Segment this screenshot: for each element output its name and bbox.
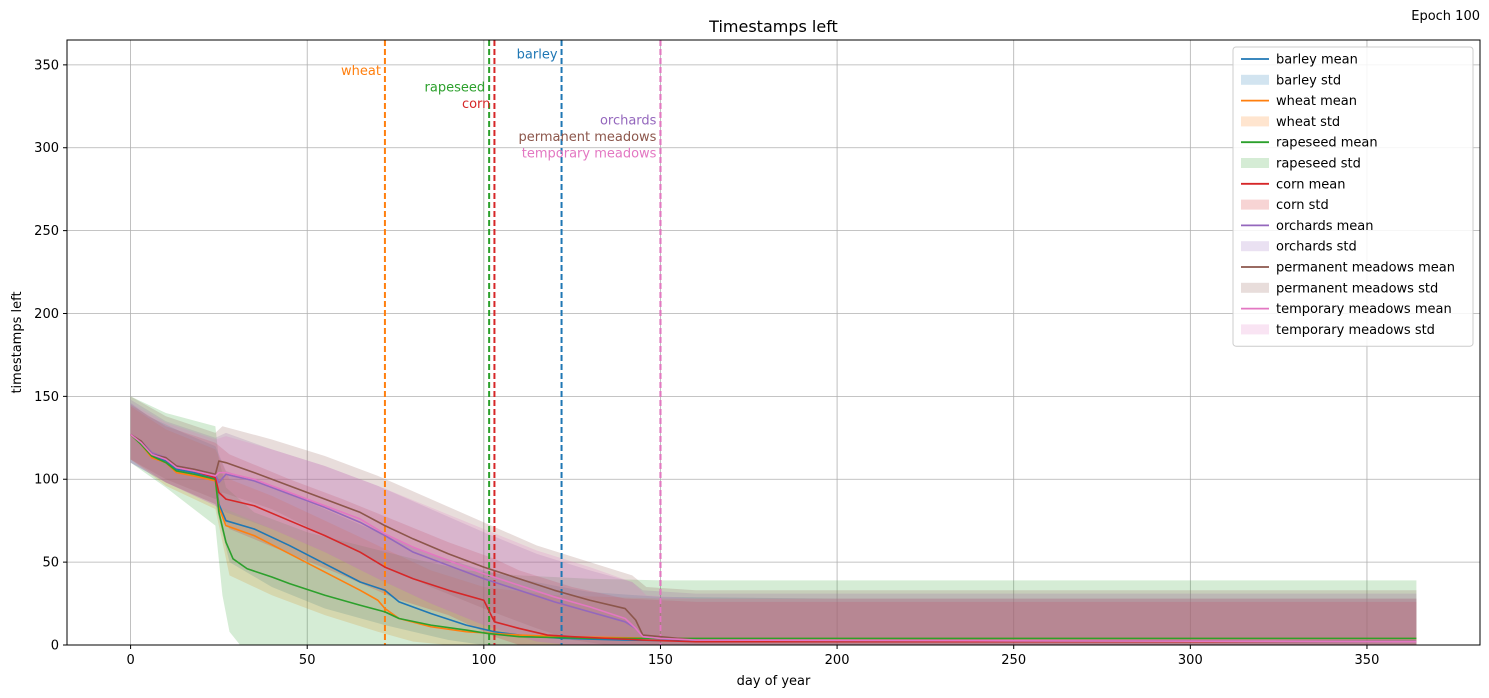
legend-label-barley-std: barley std: [1276, 73, 1341, 88]
legend-label-wheat-std: wheat std: [1276, 115, 1340, 130]
y-tick-label: 100: [34, 473, 59, 488]
legend-swatch-barley-std: [1241, 74, 1269, 85]
axes-frame: [66, 39, 1481, 646]
barley-line-label: barley: [517, 47, 558, 62]
temporary-meadows-line-label: temporary meadows: [522, 147, 657, 162]
y-tick-label: 0: [51, 639, 59, 654]
permanent-meadows-line-label: permanent meadows: [519, 130, 657, 145]
corn-std-band: [130, 404, 1417, 645]
chart-title: Timestamps left: [708, 17, 838, 36]
rapeseed-std-band: [130, 396, 1417, 645]
legend-box: [1232, 46, 1474, 347]
permanent-meadows-std-band: [130, 396, 1417, 645]
legend-label-rapeseed-std: rapeseed std: [1276, 157, 1361, 172]
y-axis-label: timestamps left: [10, 291, 25, 393]
legend-label-wheat-mean: wheat mean: [1276, 94, 1357, 109]
y-tick-label: 50: [42, 556, 59, 571]
x-tick-label: 250: [1001, 653, 1026, 668]
y-tick-label: 150: [34, 390, 59, 405]
legend-swatch-rapeseed-std: [1241, 158, 1269, 168]
mean-lines: [130, 433, 1417, 643]
permanent-meadows-mean-line: [130, 433, 1417, 643]
corn-line-label: corn: [462, 97, 490, 112]
legend-swatch-permanent-meadows-std: [1241, 282, 1269, 293]
orchards-line-label: orchards: [600, 114, 657, 129]
x-tick-label: 100: [471, 653, 496, 668]
legend: barley mean barley std wheat mean wheat std…: [1232, 46, 1474, 347]
wheat-line-label: wheat: [341, 64, 381, 79]
rapeseed-line-label: rapeseed: [425, 80, 486, 95]
axis-ticks: 0 50 100 150 200 250 300 350 0 50 100 150 200 250 300 3…: [34, 58, 1379, 668]
y-tick-label: 350: [34, 58, 59, 73]
legend-label-temporary-meadows-std: temporary meadows std: [1276, 323, 1435, 338]
legend-swatch-corn-std: [1241, 199, 1269, 210]
std-bands: [130, 396, 1417, 645]
x-tick-label: 300: [1178, 653, 1203, 668]
x-axis-label: day of year: [737, 674, 811, 689]
y-tick-label: 250: [34, 224, 59, 239]
legend-label-corn-std: corn std: [1276, 198, 1329, 213]
x-tick-label: 350: [1355, 653, 1380, 668]
legend-label-corn-mean: corn mean: [1276, 177, 1345, 192]
temporary-meadows-std-band: [130, 403, 1417, 645]
legend-label-orchards-mean: orchards mean: [1276, 219, 1374, 234]
legend-swatch-wheat-std: [1241, 116, 1269, 127]
legend-label-barley-mean: barley mean: [1276, 53, 1358, 68]
temporary-meadows-mean-line: [130, 433, 1417, 643]
legend-label-permanent-meadows-mean: permanent meadows mean: [1276, 261, 1455, 276]
legend-label-orchards-std: orchards std: [1276, 240, 1357, 255]
x-tick-label: 150: [648, 653, 673, 668]
rapeseed-mean-line: [130, 433, 1417, 640]
x-tick-label: 50: [299, 653, 316, 668]
x-tick-label: 0: [126, 653, 134, 668]
epoch-label: Epoch 100: [1411, 9, 1480, 24]
legend-label-temporary-meadows-mean: temporary meadows mean: [1276, 302, 1452, 317]
legend-label-permanent-meadows-std: permanent meadows std: [1276, 281, 1438, 296]
legend-label-rapeseed-mean: rapeseed mean: [1276, 136, 1378, 151]
y-tick-label: 200: [34, 307, 59, 322]
orchards-std-band: [130, 399, 1417, 645]
x-tick-label: 200: [825, 653, 850, 668]
barley-std-band: [130, 403, 1417, 645]
wheat-std-band: [130, 406, 1417, 645]
class-vertical-lines: [383, 40, 662, 645]
legend-swatch-temporary-meadows-std: [1241, 324, 1269, 335]
y-tick-label: 300: [34, 141, 59, 156]
legend-swatch-orchards-std: [1241, 241, 1269, 252]
class-line-labels: barley wheat rapeseed corn orchardspermanent…: [341, 47, 657, 161]
